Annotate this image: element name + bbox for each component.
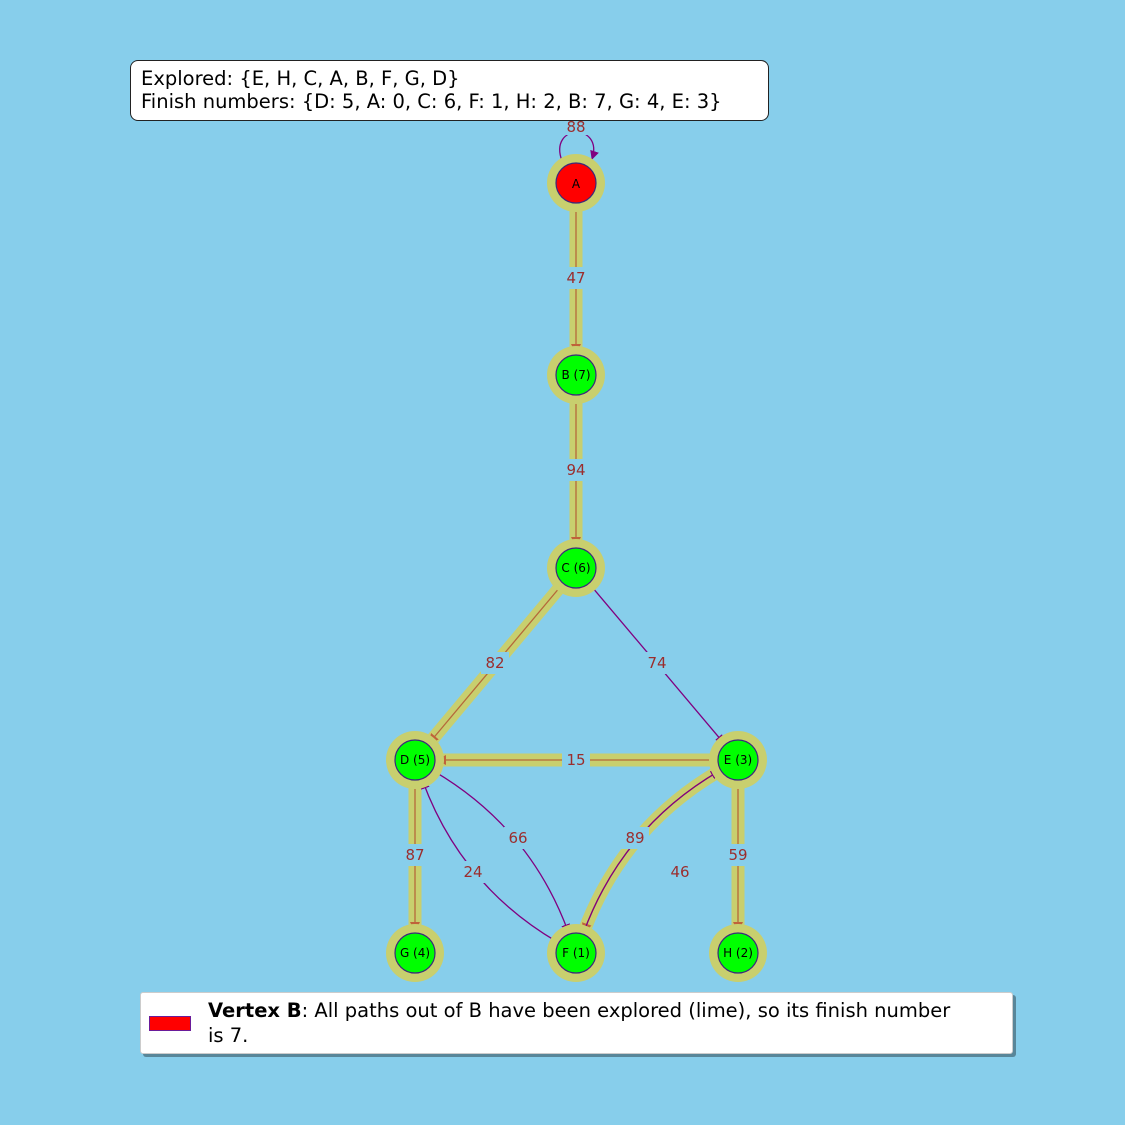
node-C: C (6) bbox=[547, 539, 605, 597]
edge-label-bg-C-E bbox=[643, 652, 671, 674]
edge-label-bg-C-D bbox=[481, 652, 509, 674]
node-label-B: B (7) bbox=[561, 368, 590, 382]
edge-label-bg-D-F bbox=[504, 827, 532, 849]
edge-weight-D-G: 87 bbox=[405, 846, 424, 864]
node-label-D: D (5) bbox=[400, 753, 430, 767]
edge-weight-F-D: 24 bbox=[463, 863, 482, 881]
node-circle-B bbox=[555, 354, 597, 396]
node-label-E: E (3) bbox=[724, 753, 752, 767]
node-B: B (7) bbox=[547, 346, 605, 404]
node-circle-G bbox=[394, 932, 436, 974]
legend-text: Vertex B: All paths out of B have been e… bbox=[208, 998, 1008, 1048]
node-circle-A bbox=[555, 162, 597, 204]
edge-weight-A-A: 88 bbox=[566, 118, 585, 136]
edge-halo-E-F bbox=[577, 764, 726, 939]
node-circle-H bbox=[717, 932, 759, 974]
exploration-info-box: Explored: {E, H, C, A, B, F, G, D} Finis… bbox=[130, 60, 769, 121]
node-circle-D bbox=[394, 739, 436, 781]
node-F: F (1) bbox=[547, 924, 605, 982]
edge-F-E bbox=[583, 770, 720, 933]
node-label-G: G (4) bbox=[400, 946, 430, 960]
edge-weight-C-E: 74 bbox=[647, 654, 666, 672]
node-circle-E bbox=[717, 739, 759, 781]
node-layer: A B (7) C (6) D (5) E (3) F (1) G (4) H (2) bbox=[386, 154, 767, 982]
edge-weight-E-D: 15 bbox=[566, 751, 585, 769]
finish-numbers-text: Finish numbers: {D: 5, A: 0, C: 6, F: 1,… bbox=[141, 90, 722, 113]
edge-F-D bbox=[421, 779, 558, 943]
edge-label-bg-F-E bbox=[666, 861, 694, 883]
edge-D-F bbox=[433, 770, 570, 934]
edge-label-bg-F-D bbox=[459, 861, 487, 883]
edge-label-bg-E-D bbox=[562, 749, 590, 771]
node-circle-C bbox=[555, 547, 597, 589]
node-H: H (2) bbox=[709, 924, 767, 982]
edge-weight-C-D: 82 bbox=[485, 654, 504, 672]
edge-weight-A-B: 47 bbox=[566, 269, 585, 287]
edge-label-bg-E-F bbox=[621, 827, 649, 849]
node-label-H: H (2) bbox=[723, 946, 753, 960]
edge-label-bg-B-C bbox=[562, 459, 590, 481]
edge-weight-E-H: 59 bbox=[728, 846, 747, 864]
edge-label-layer: 88 47 94 82 74 15 87 66 24 89 46 59 bbox=[401, 115, 752, 883]
node-circle-F bbox=[555, 932, 597, 974]
edge-E-F bbox=[582, 770, 720, 934]
legend-description: : All paths out of B have been explored … bbox=[301, 999, 951, 1022]
node-D: D (5) bbox=[386, 731, 444, 789]
node-label-C: C (6) bbox=[561, 561, 590, 575]
edge-weight-B-C: 94 bbox=[566, 461, 585, 479]
edge-label-bg-D-G bbox=[401, 844, 429, 866]
node-label-F: F (1) bbox=[562, 946, 590, 960]
legend-vertex-name: Vertex B bbox=[208, 999, 302, 1022]
explored-set-text: Explored: {E, H, C, A, B, F, G, D} bbox=[141, 67, 460, 90]
legend-box: Vertex B: All paths out of B have been e… bbox=[140, 992, 1013, 1054]
node-label-A: A bbox=[572, 177, 581, 191]
legend-swatch-icon bbox=[149, 1016, 191, 1031]
edge-layer bbox=[410, 131, 743, 943]
edge-weight-E-F: 89 bbox=[625, 829, 644, 847]
node-E: E (3) bbox=[709, 731, 767, 789]
edge-label-bg-A-B bbox=[562, 267, 590, 289]
edge-weight-D-F: 66 bbox=[508, 829, 527, 847]
edge-weight-F-E: 46 bbox=[670, 863, 689, 881]
edge-label-bg-E-H bbox=[724, 844, 752, 866]
legend-description-cont: is 7. bbox=[208, 1024, 249, 1047]
node-A: A bbox=[547, 154, 605, 212]
node-G: G (4) bbox=[386, 924, 444, 982]
